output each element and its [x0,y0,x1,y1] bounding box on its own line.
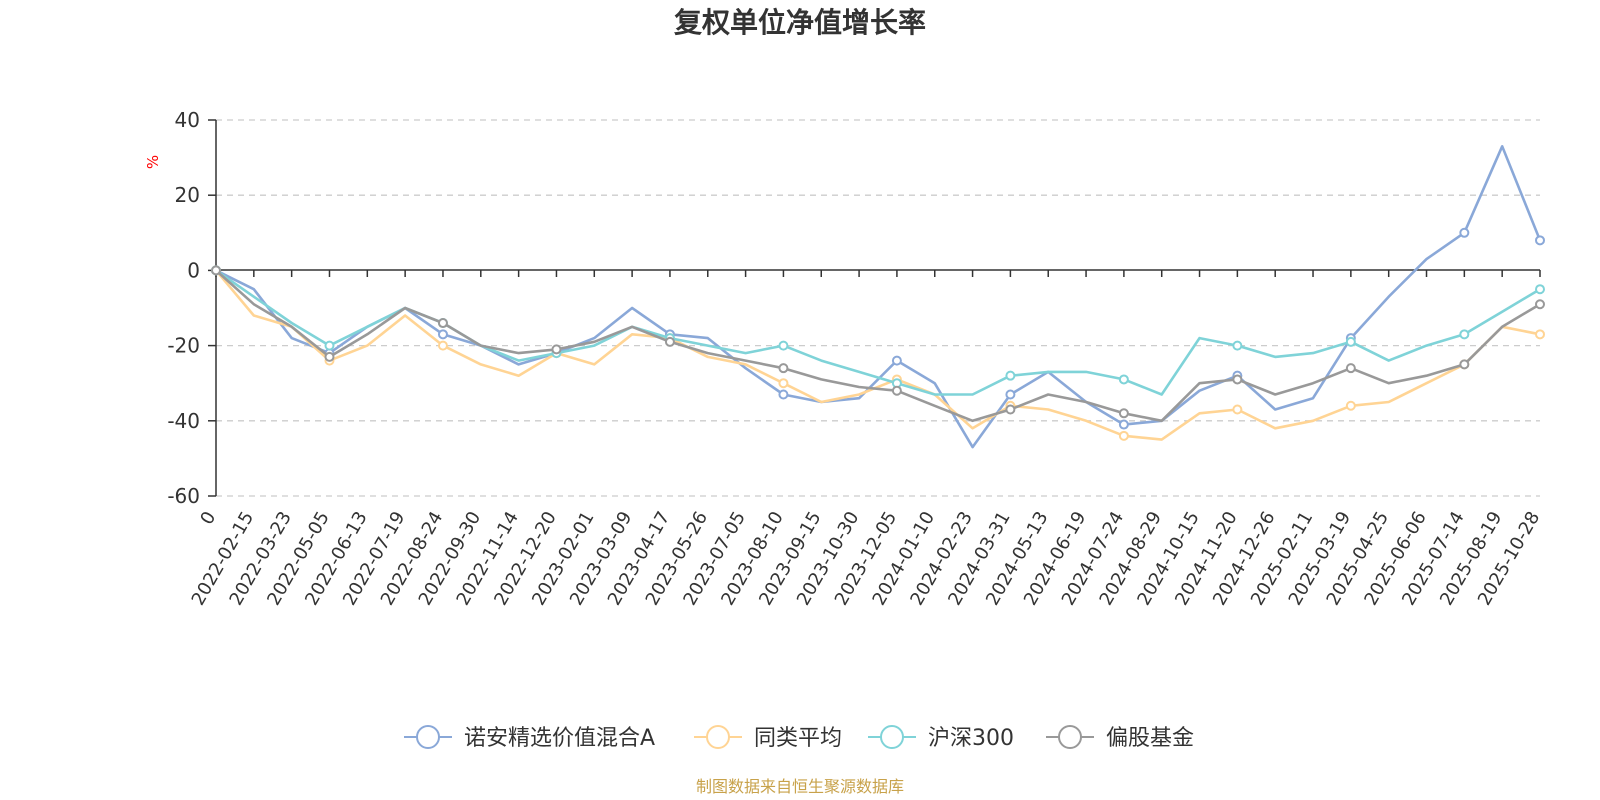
data-point [324,351,335,362]
legend-swatch-marker [1058,725,1082,749]
legend-label: 沪深300 [928,726,1014,751]
data-point [211,265,221,276]
data-point [1345,400,1356,411]
data-point [1118,408,1129,419]
y-tick-label: 40 [175,108,200,132]
data-point [891,385,902,396]
data-point [1345,363,1356,374]
data-point [778,363,789,374]
y-tick-label: -40 [167,409,200,433]
legend-label: 诺安精选价值混合A [464,726,655,751]
data-point [1459,227,1470,238]
x-tick-label: 0 [196,508,220,528]
data-point [1345,336,1356,347]
series-4 [211,265,1545,423]
series-2 [211,265,1545,441]
legend-swatch-marker [416,725,440,749]
data-point [891,355,902,366]
y-tick-label: -20 [167,334,200,358]
legend-label: 同类平均 [754,726,842,751]
data-point [1535,299,1545,310]
data-point [437,318,448,329]
data-point [1118,419,1129,430]
y-ticks: 40 20 0 -20 -40 -60 [167,108,216,508]
x-ticks: 02022-02-152022-03-232022-05-052022-06-1… [188,270,1544,609]
data-point [437,329,448,340]
data-point [1005,389,1016,400]
y-axis-unit: % [144,155,162,169]
series-3 [211,265,1545,396]
data-point [664,336,675,347]
data-point [778,340,789,351]
data-point [778,389,789,400]
legend-item: 诺安精选价值混合A [404,725,655,751]
series-line [215,145,1542,449]
series-1 [211,145,1545,449]
legend-item: 沪深300 [868,725,1014,751]
data-point [437,340,448,351]
chart-title: 复权单位净值增长率 [674,6,926,39]
legend: 诺安精选价值混合A 同类平均 沪深300 偏股基金 [404,725,1194,751]
data-source-note: 制图数据来自恒生聚源数据库 [696,777,904,796]
series-line [215,269,1541,441]
legend-item: 偏股基金 [1046,725,1194,751]
series-line [215,269,1541,423]
data-point [1232,340,1243,351]
y-tick-label: 20 [175,183,200,207]
series-line [215,269,1541,396]
axes [215,120,1540,496]
data-point [778,378,789,389]
data-point [1118,374,1129,385]
data-point [1232,404,1243,415]
legend-swatch-marker [880,725,904,749]
y-tick-label: 0 [187,258,200,282]
data-point [324,340,335,351]
data-point [1459,329,1470,340]
data-point [1535,284,1545,295]
legend-item: 同类平均 [694,725,842,751]
y-tick-label: -60 [167,484,200,508]
data-point [551,344,562,355]
legend-swatch-marker [706,725,730,749]
data-point [1459,359,1470,370]
series-layer [211,145,1545,449]
grid [216,119,1540,497]
data-point [1118,430,1129,441]
data-point [1535,235,1545,246]
data-point [1535,329,1545,340]
data-point [1005,404,1016,415]
data-point [1005,370,1016,381]
legend-label: 偏股基金 [1106,726,1194,751]
data-point [1232,374,1243,385]
